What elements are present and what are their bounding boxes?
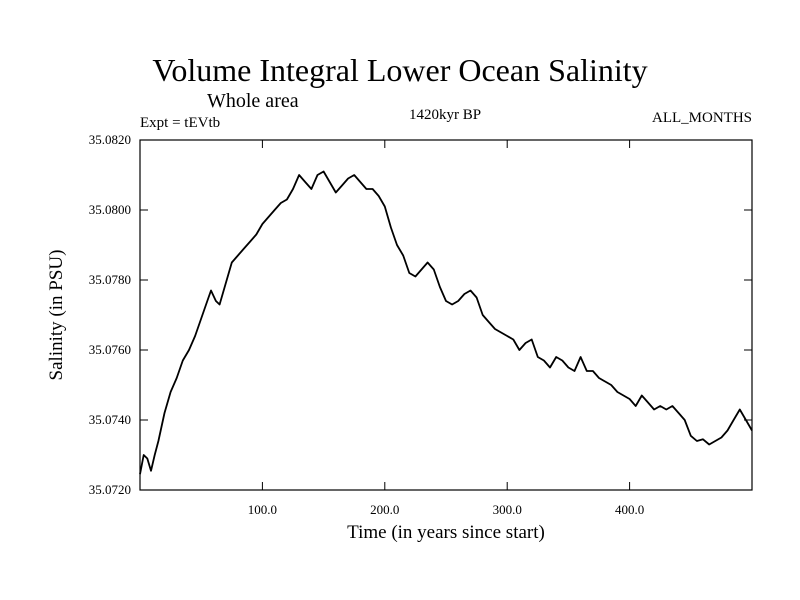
x-axis: 100.0 200.0 300.0 400.0 [248,140,644,517]
x-tick-label: 300.0 [493,502,522,517]
season-label: ALL_MONTHS [652,110,752,126]
chart-title: Volume Integral Lower Ocean Salinity [152,52,648,88]
y-tick-label: 35.0820 [89,132,131,147]
y-tick-label: 35.0740 [89,412,131,427]
x-tick-label: 100.0 [248,502,277,517]
x-tick-label: 400.0 [615,502,644,517]
experiment-label: Expt = tEVtb [140,115,221,131]
y-axis: 35.0720 35.0740 35.0760 35.0780 35.0800 35.08… [89,132,752,497]
y-axis-label: Salinity (in PSU) [46,250,67,381]
y-tick-label: 35.0720 [89,482,131,497]
y-tick-label: 35.0780 [89,272,131,287]
x-axis-label: Time (in years since start) [347,522,545,543]
plot-frame [139,139,753,491]
x-tick-label: 200.0 [370,502,399,517]
chart-subtitle: Whole area [207,90,299,112]
salinity-line [139,170,753,475]
y-tick-label: 35.0800 [89,202,131,217]
period-label: 1420kyr BP [408,107,482,123]
y-tick-label: 35.0760 [89,342,131,357]
